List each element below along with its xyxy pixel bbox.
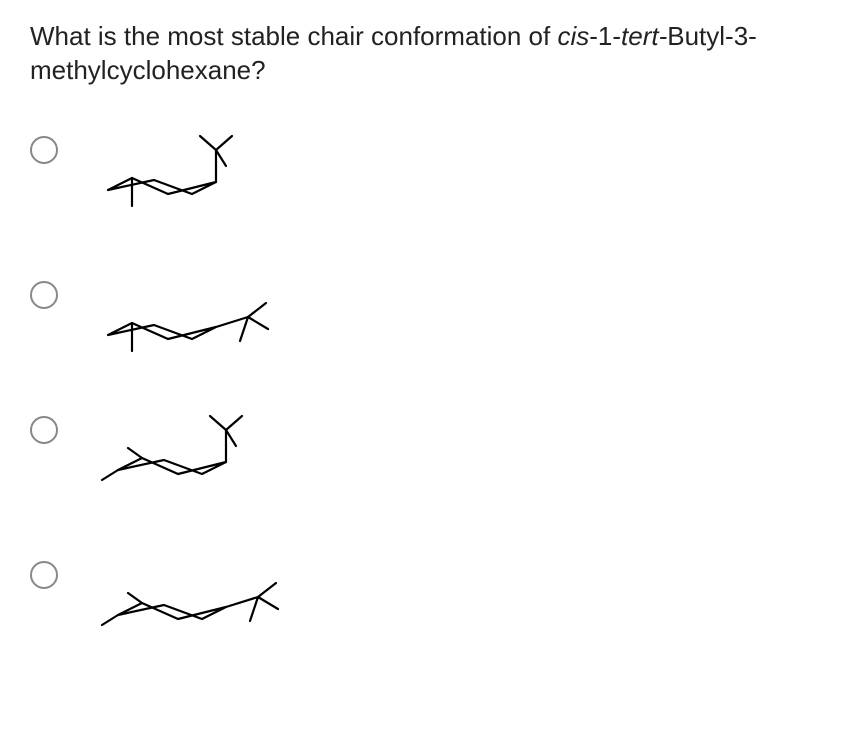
option-4[interactable] [30, 553, 835, 658]
radio-3[interactable] [30, 416, 58, 444]
radio-1[interactable] [30, 136, 58, 164]
question-mid1: -1- [589, 21, 621, 51]
option-1[interactable] [30, 128, 835, 243]
radio-2[interactable] [30, 281, 58, 309]
structure-2 [88, 273, 308, 378]
question-prefix: What is the most stable chair conformati… [30, 21, 557, 51]
question-italic-cis: cis [557, 21, 589, 51]
option-2[interactable] [30, 273, 835, 378]
structure-3 [88, 408, 288, 523]
structure-1 [88, 128, 288, 243]
structure-4 [88, 553, 308, 658]
radio-4[interactable] [30, 561, 58, 589]
question-italic-tert: tert- [621, 21, 667, 51]
question-text: What is the most stable chair conformati… [30, 20, 835, 88]
option-3[interactable] [30, 408, 835, 523]
